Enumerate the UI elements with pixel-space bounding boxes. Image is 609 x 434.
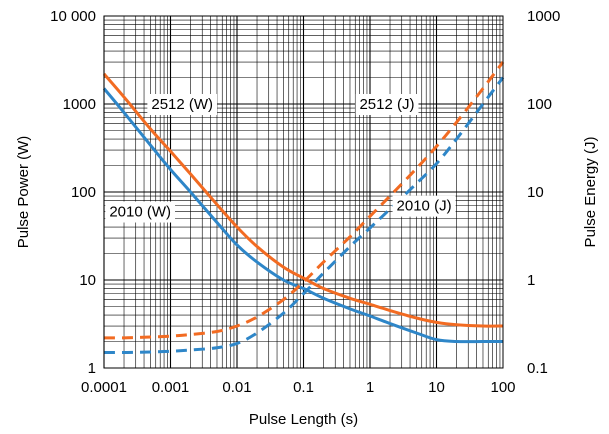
y-tick-label: 1 <box>88 360 96 377</box>
x-tick-label: 1 <box>366 379 374 396</box>
series-label-background <box>355 94 419 115</box>
x-tick-label: 10 <box>428 379 445 396</box>
series-labels: 2512 (W) 2010 (W) 2512 (J) 2010 (J) <box>105 94 456 223</box>
series-lines <box>102 61 505 355</box>
series-label: 2010 (J) <box>392 195 456 217</box>
series-label-text: 2010 (W) <box>109 204 171 221</box>
series-line-2010-j <box>103 76 505 355</box>
series-label: 2512 (J) <box>355 94 419 115</box>
y2-tick-label: 100 <box>527 96 552 113</box>
y-tick-label: 10 <box>79 272 96 289</box>
series-line-2512-j <box>103 61 505 340</box>
series-line-2010-w <box>102 87 503 344</box>
series-label-text: 2010 (J) <box>397 198 452 215</box>
series-label-background <box>392 195 456 217</box>
y2-tick-label: 0.1 <box>527 360 548 377</box>
series-label-text: 2512 (W) <box>151 96 213 113</box>
x-tick-label: 0.001 <box>152 379 190 396</box>
series-label-text: 2512 (J) <box>359 96 414 113</box>
x-tick-label: 0.1 <box>293 379 314 396</box>
y-axis-title: Pulse Power (W) <box>15 136 32 249</box>
series-label: 2010 (W) <box>105 201 176 223</box>
y-tick-label: 10 000 <box>50 8 96 25</box>
y2-tick-label: 1000 <box>527 8 560 25</box>
series-label: 2512 (W) <box>147 94 218 115</box>
y2-axis-title: Pulse Energy (J) <box>582 137 599 248</box>
y2-tick-label: 1 <box>527 272 535 289</box>
y-tick-label: 1000 <box>63 96 96 113</box>
x-tick-label: 0.0001 <box>81 379 127 396</box>
y-tick-label: 100 <box>71 184 96 201</box>
x-tick-label: 100 <box>490 379 515 396</box>
series-line-2512-w <box>102 72 504 328</box>
grid <box>103 16 503 369</box>
x-tick-label: 0.01 <box>222 379 251 396</box>
tick-labels: 0.0001 0.001 0.01 0.1 1 10 100 1 10 100 1000 10 000… <box>50 8 560 396</box>
plot-frame <box>103 15 504 369</box>
y2-tick-label: 10 <box>527 184 544 201</box>
x-axis-title: Pulse Length (s) <box>249 411 358 428</box>
series-label-background <box>105 201 176 223</box>
series-label-background <box>147 94 218 115</box>
